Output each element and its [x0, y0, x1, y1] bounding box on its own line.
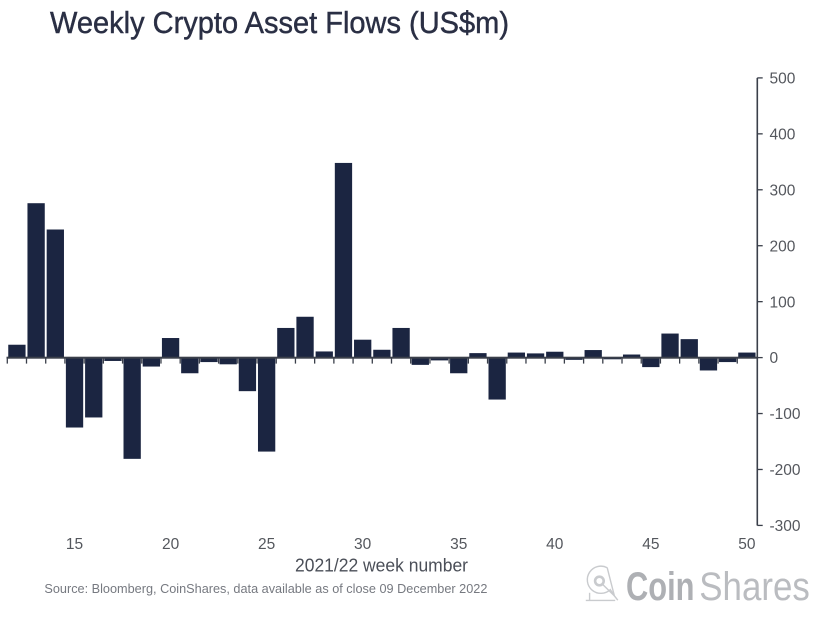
svg-text:30: 30	[354, 536, 372, 553]
svg-text:-200: -200	[770, 462, 801, 479]
svg-text:35: 35	[450, 536, 467, 553]
svg-text:300: 300	[770, 182, 796, 199]
svg-text:50: 50	[738, 536, 756, 553]
svg-text:0: 0	[770, 350, 779, 367]
svg-text:45: 45	[642, 536, 659, 553]
svg-text:Source: Bloomberg, CoinShares,: Source: Bloomberg, CoinShares, data avai…	[44, 581, 487, 596]
svg-text:15: 15	[66, 536, 83, 553]
svg-text:2021/22 week number: 2021/22 week number	[295, 556, 468, 576]
svg-text:Weekly Crypto Asset Flows (US$: Weekly Crypto Asset Flows (US$m)	[50, 6, 509, 40]
svg-text:400: 400	[770, 126, 796, 143]
svg-text:40: 40	[546, 536, 564, 553]
svg-text:100: 100	[770, 294, 796, 311]
svg-text:200: 200	[770, 238, 796, 255]
svg-text:-100: -100	[770, 406, 801, 423]
svg-text:Coin: Coin	[626, 565, 695, 609]
svg-text:20: 20	[162, 536, 180, 553]
svg-text:25: 25	[258, 536, 275, 553]
svg-text:-300: -300	[770, 518, 801, 535]
svg-text:500: 500	[770, 71, 796, 88]
svg-text:Shares: Shares	[699, 565, 810, 609]
